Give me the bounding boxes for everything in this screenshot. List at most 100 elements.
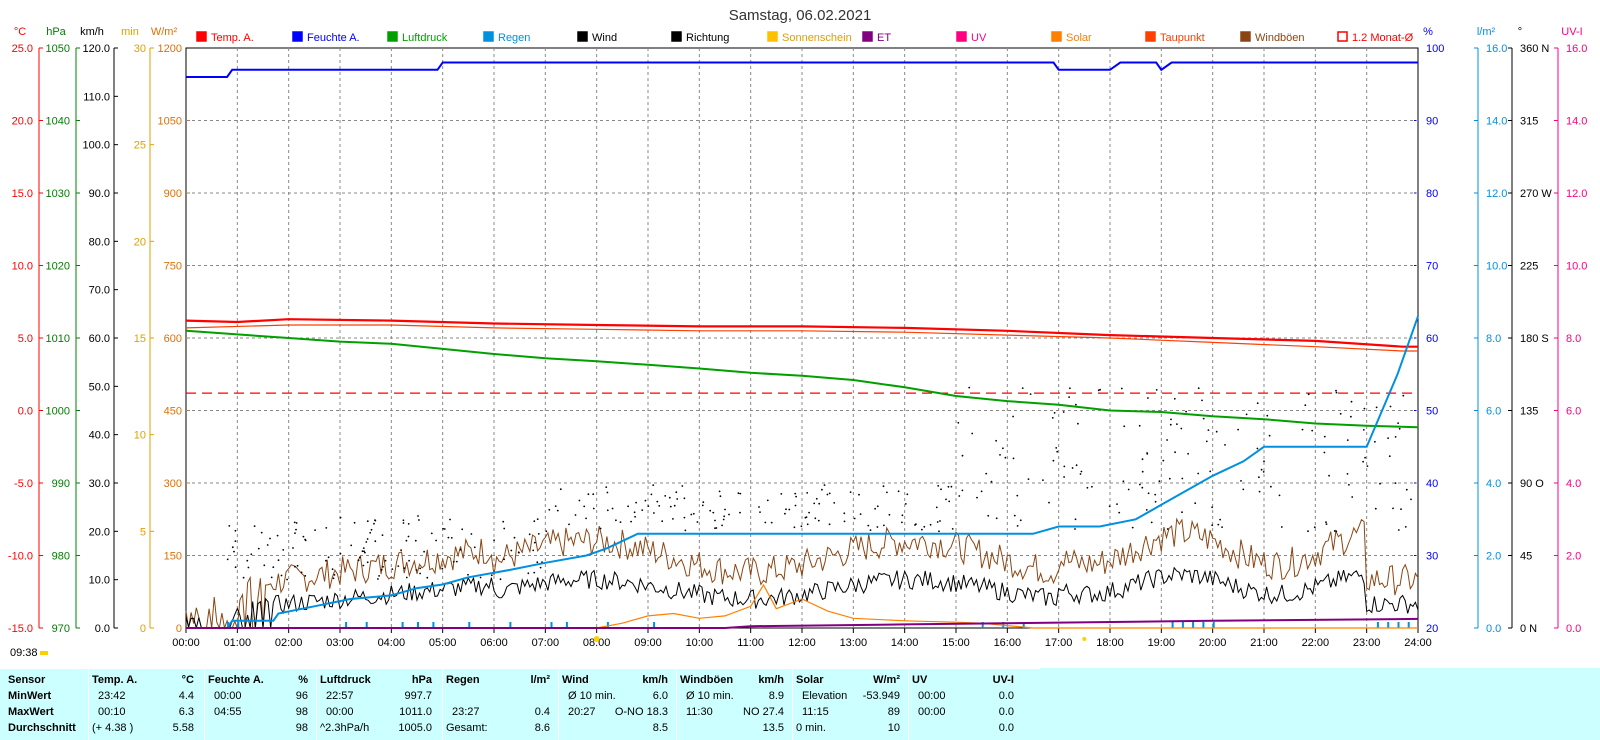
direction-point xyxy=(1313,526,1316,529)
right-axis-tick-label: 16.0 xyxy=(1566,43,1587,55)
direction-point xyxy=(1221,526,1223,528)
direction-point xyxy=(1027,478,1030,480)
rain-tick xyxy=(565,622,568,628)
left-axis-tick-label: 0 xyxy=(176,623,182,635)
direction-point xyxy=(363,550,365,553)
direction-point xyxy=(1245,413,1248,416)
left-axis-tick-label: 1000 xyxy=(46,406,70,418)
left-axis-tick-label: 15.0 xyxy=(12,188,33,200)
direction-point xyxy=(1173,397,1176,400)
rain-tick xyxy=(237,622,240,628)
summary-group-name: Regen xyxy=(446,674,480,686)
summary-time: 00:00 xyxy=(214,690,242,702)
summary-value: 98 xyxy=(295,722,308,734)
direction-point xyxy=(1256,402,1259,405)
direction-point xyxy=(874,507,876,510)
direction-point xyxy=(415,569,418,571)
direction-point xyxy=(664,495,667,497)
direction-point xyxy=(1325,521,1327,524)
right-axis-tick-label: 2.0 xyxy=(1486,551,1501,563)
left-axis-tick-label: 600 xyxy=(164,333,182,345)
direction-point xyxy=(901,521,903,524)
direction-point xyxy=(1394,436,1397,438)
direction-point xyxy=(1181,511,1183,514)
right-axis-unit: ° xyxy=(1518,26,1522,38)
legend-swatch xyxy=(196,31,207,42)
right-axis-tick-label: 16.0 xyxy=(1486,43,1507,55)
direction-point xyxy=(980,490,983,493)
x-tick-label: 03:00 xyxy=(326,637,354,649)
direction-point xyxy=(533,571,536,574)
direction-point xyxy=(1328,474,1330,477)
direction-point xyxy=(976,496,978,499)
direction-point xyxy=(1154,493,1157,496)
direction-point xyxy=(1141,458,1144,461)
direction-point xyxy=(332,577,335,580)
direction-point xyxy=(533,520,536,523)
rain-tick xyxy=(1397,622,1400,628)
direction-point xyxy=(510,549,513,552)
summary-value: 6.3 xyxy=(178,706,194,718)
summary-time: 23:27 xyxy=(452,706,480,718)
direction-point xyxy=(766,499,769,502)
direction-point xyxy=(294,532,296,534)
direction-point xyxy=(1019,519,1022,522)
x-tick-label: 18:00 xyxy=(1096,637,1124,649)
direction-point xyxy=(957,421,960,424)
direction-point xyxy=(882,485,885,488)
direction-point xyxy=(1323,435,1326,438)
direction-point xyxy=(578,499,581,502)
left-axis-tick-label: 900 xyxy=(164,188,182,200)
direction-point xyxy=(447,536,450,539)
direction-point xyxy=(1051,417,1054,419)
sun-marker xyxy=(40,651,48,655)
summary-group-unit: °C xyxy=(181,674,194,686)
left-axis-unit: °C xyxy=(14,26,26,38)
right-axis-unit: l/m² xyxy=(1477,26,1496,38)
summary-value: 997.7 xyxy=(404,690,432,702)
direction-point xyxy=(1091,485,1093,488)
left-axis-tick-label: 15 xyxy=(134,333,146,345)
direction-point xyxy=(950,485,953,488)
direction-point xyxy=(419,567,421,570)
left-axis-tick-label: 30.0 xyxy=(89,478,110,490)
direction-point xyxy=(635,501,637,504)
direction-point xyxy=(1278,494,1281,497)
direction-point xyxy=(587,493,590,496)
x-tick-label: 13:00 xyxy=(840,637,868,649)
direction-point xyxy=(1260,468,1263,471)
right-axis-tick-label: 2.0 xyxy=(1566,551,1581,563)
summary-column-separator xyxy=(316,668,317,740)
left-axis-tick-label: 1050 xyxy=(158,116,182,128)
summary-group-name: Wind xyxy=(562,674,589,686)
legend-label: Windböen xyxy=(1255,32,1305,44)
direction-point xyxy=(813,502,816,505)
direction-point xyxy=(350,544,353,547)
direction-point xyxy=(821,488,823,491)
x-tick-label: 02:00 xyxy=(275,637,303,649)
direction-point xyxy=(815,497,818,500)
direction-point xyxy=(467,573,469,576)
rain-tick xyxy=(653,622,656,628)
x-tick-label: 04:00 xyxy=(378,637,406,649)
summary-time: Gesamt: xyxy=(446,722,488,734)
right-axis-tick-label: 4.0 xyxy=(1486,478,1501,490)
direction-point xyxy=(1304,404,1307,407)
direction-point xyxy=(995,439,997,442)
x-tick-label: 14:00 xyxy=(891,637,919,649)
summary-value: 8.6 xyxy=(534,722,550,734)
chart-title: Samstag, 06.02.2021 xyxy=(729,7,872,24)
direction-point xyxy=(1063,465,1066,468)
direction-point xyxy=(528,533,531,536)
summary-time: 11:30 xyxy=(686,706,713,718)
summary-column-separator xyxy=(676,668,677,740)
direction-point xyxy=(1185,410,1187,413)
right-axis-tick-label: 40 xyxy=(1426,478,1438,490)
direction-point xyxy=(1366,465,1369,467)
left-axis-tick-label: 80.0 xyxy=(89,236,110,248)
summary-group-unit: % xyxy=(298,674,308,686)
summary-value: 4.4 xyxy=(178,690,194,702)
direction-point xyxy=(493,539,495,542)
direction-point xyxy=(770,521,773,524)
rain-tick xyxy=(432,622,435,628)
